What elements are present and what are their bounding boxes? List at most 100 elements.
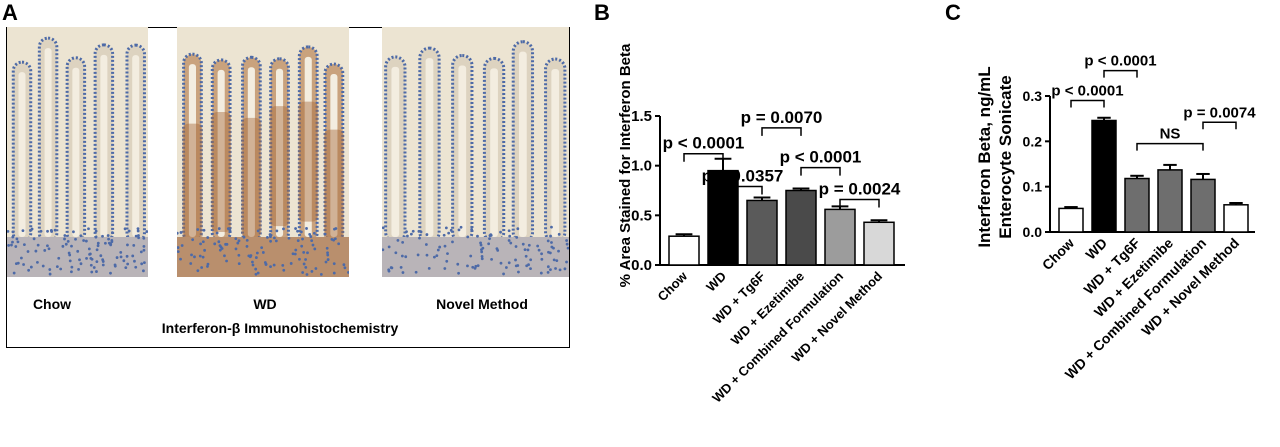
nucleus [179, 231, 183, 234]
nucleus [110, 231, 114, 235]
nucleus [254, 267, 258, 271]
nucleus [237, 253, 241, 257]
crypt-base [382, 237, 569, 277]
nucleus [134, 234, 138, 238]
y-tick-label: 1.5 [631, 108, 652, 125]
nucleus [342, 263, 346, 267]
stain-patch [298, 101, 319, 222]
y-tick-label: 1.0 [631, 158, 652, 175]
nucleus [22, 263, 25, 266]
nucleus [47, 247, 51, 251]
nucleus [495, 247, 499, 251]
villus [323, 62, 345, 250]
nucleus [490, 257, 493, 261]
villus-core [18, 72, 26, 237]
nucleus [507, 229, 511, 233]
villus [482, 56, 506, 244]
nucleus [404, 255, 408, 259]
category-label: WD [1082, 235, 1110, 263]
nucleus [113, 264, 117, 268]
villus-core [188, 64, 197, 237]
significance-bracket [1136, 142, 1204, 151]
nucleus [234, 247, 238, 251]
nucleus [515, 235, 519, 239]
nucleus [237, 262, 241, 266]
nucleus [225, 259, 228, 263]
nucleus [61, 244, 65, 248]
nucleus [109, 271, 112, 275]
nucleus [46, 244, 49, 248]
nucleus [95, 248, 99, 252]
nucleus [509, 241, 513, 245]
nucleus [401, 240, 405, 244]
nucleus [251, 260, 254, 264]
nucleus [101, 258, 105, 262]
villus [240, 55, 262, 244]
nucleus [502, 272, 505, 276]
nucleus [417, 229, 421, 233]
nucleus [77, 268, 80, 271]
nucleus [122, 259, 126, 263]
nucleus [304, 265, 308, 269]
nucleus [142, 244, 146, 248]
y-tick-label: 0.2 [1023, 133, 1043, 149]
y-tick-label: 0.3 [1023, 88, 1043, 104]
nucleus [554, 267, 557, 270]
nucleus [82, 239, 86, 242]
nucleus [140, 262, 144, 266]
nucleus [119, 250, 123, 254]
villus-core [458, 65, 467, 237]
nucleus [319, 272, 323, 276]
villus [511, 40, 535, 244]
nucleus [200, 266, 204, 269]
tissue-background [177, 27, 349, 277]
nucleus [547, 250, 550, 254]
nucleus [193, 255, 196, 259]
nucleus [96, 244, 100, 248]
nucleus [527, 243, 531, 247]
nucleus [305, 227, 308, 230]
nucleus [457, 228, 461, 232]
nucleus [314, 267, 318, 270]
nucleus [11, 235, 15, 239]
bar [1223, 204, 1249, 233]
nucleus [16, 240, 20, 244]
p-value-label: p = 0.0070 [741, 108, 823, 127]
nucleus [16, 261, 20, 265]
nucleus [177, 246, 180, 249]
nucleus [387, 245, 391, 249]
nucleus [11, 230, 15, 234]
nucleus [409, 232, 413, 236]
nucleus [507, 239, 511, 242]
nucleus [537, 248, 541, 252]
nucleus [516, 264, 520, 267]
nucleus [177, 250, 180, 254]
nucleus [206, 265, 209, 268]
villus [11, 60, 33, 244]
nucleus [266, 236, 269, 239]
p-value-label: p < 0.0001 [663, 134, 745, 153]
category-label: Chow [654, 268, 690, 304]
chow-micrograph [7, 27, 148, 277]
nucleus [223, 254, 226, 258]
p-value-label: p = 0.0074 [1183, 104, 1256, 121]
nucleus [552, 258, 556, 262]
nucleus [79, 262, 83, 266]
nucleus [504, 266, 508, 269]
nucleus [499, 261, 503, 265]
nucleus [206, 262, 210, 266]
nucleus [466, 235, 470, 239]
bar [1157, 169, 1183, 233]
nucleus [26, 250, 30, 253]
novel-method-micrograph [382, 27, 569, 277]
nucleus [202, 228, 206, 232]
wd-image-label: WD [253, 296, 277, 312]
nucleus [549, 234, 552, 238]
nucleus [487, 242, 491, 246]
nucleus [416, 253, 420, 257]
nucleus [449, 228, 453, 232]
nucleus [15, 237, 19, 241]
nucleus [418, 236, 421, 240]
nucleus [119, 255, 123, 259]
nucleus [337, 242, 341, 246]
